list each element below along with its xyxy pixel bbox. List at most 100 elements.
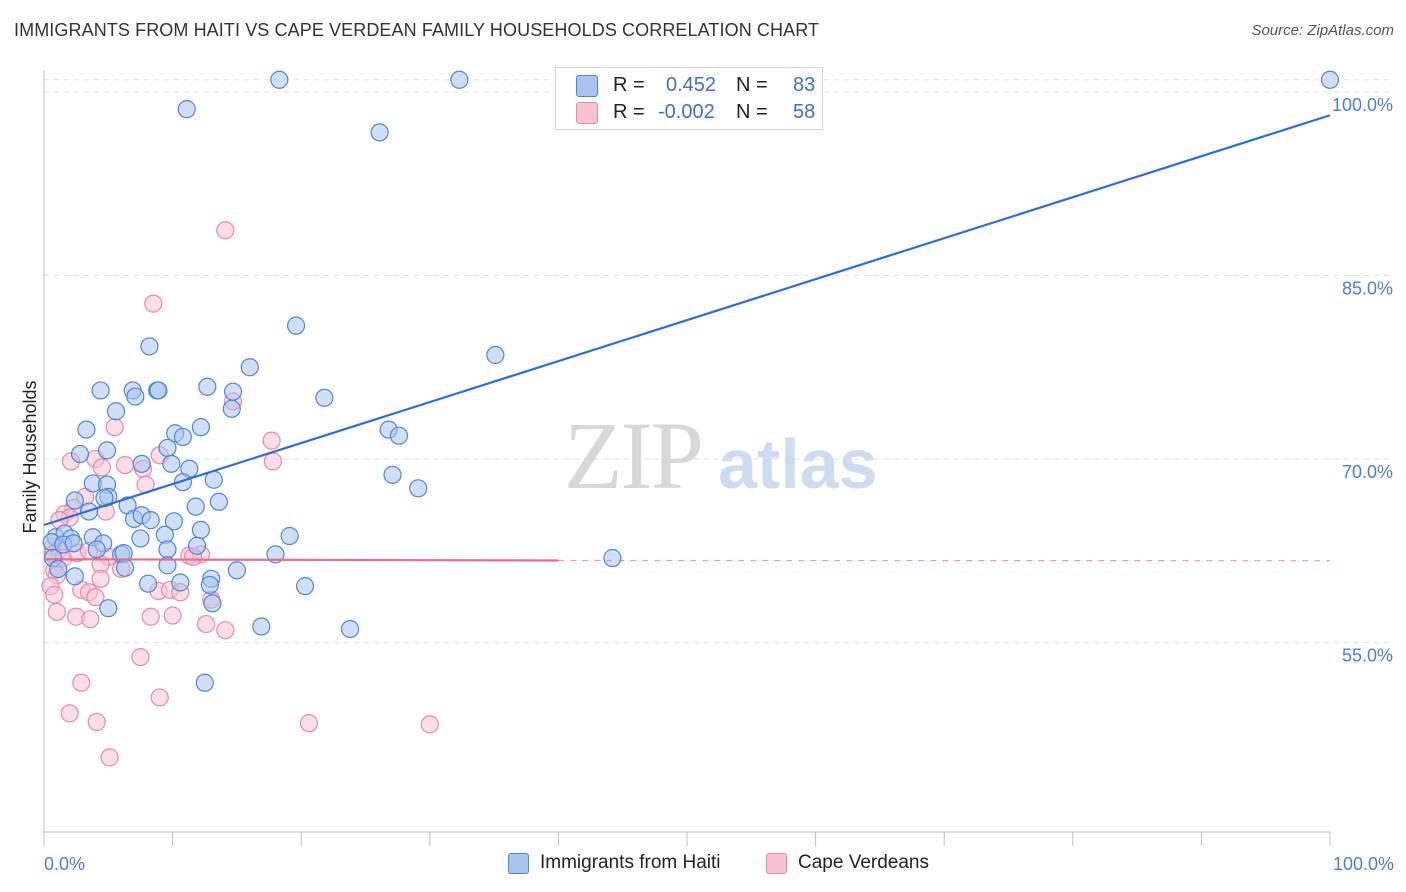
y-tick-label: 100.0%	[1332, 95, 1393, 115]
point-haiti	[177, 100, 196, 119]
point-haiti	[191, 520, 210, 539]
point-haiti	[49, 559, 68, 579]
point-haiti	[227, 561, 246, 580]
y-tick-label: 70.0%	[1342, 462, 1393, 482]
point-haiti	[77, 420, 96, 439]
point-cape-verdeans	[115, 455, 135, 475]
point-haiti	[286, 316, 306, 335]
point-haiti	[132, 454, 151, 473]
legend-label: Cape Verdeans	[798, 852, 929, 873]
point-haiti	[187, 536, 207, 555]
point-cape-verdeans	[216, 221, 235, 240]
watermark-atlas: atlas	[718, 425, 878, 503]
point-haiti	[173, 427, 192, 447]
point-cape-verdeans	[131, 647, 150, 667]
watermark-zip: ZIP	[564, 402, 702, 509]
trend-line-cape-verdeans	[43, 558, 559, 562]
point-haiti	[64, 534, 83, 553]
point-haiti	[140, 337, 159, 356]
point-haiti	[115, 558, 135, 577]
point-haiti	[252, 617, 271, 636]
trend-line-haiti	[43, 114, 1331, 527]
point-haiti	[65, 491, 84, 510]
point-cape-verdeans	[92, 458, 111, 477]
point-haiti	[126, 387, 145, 406]
point-cape-verdeans	[47, 602, 66, 621]
x-tick-label: 100.0%	[1333, 854, 1394, 874]
r-value: 0.452	[666, 74, 717, 96]
axis-layer	[43, 70, 1331, 846]
point-cape-verdeans	[263, 452, 283, 471]
point-haiti	[131, 529, 150, 548]
point-haiti	[450, 70, 469, 89]
point-haiti	[200, 575, 219, 595]
point-cape-verdeans	[72, 673, 91, 692]
point-haiti	[1320, 70, 1340, 89]
point-haiti	[240, 358, 259, 377]
n-label: N =	[736, 74, 768, 96]
point-haiti	[409, 479, 428, 498]
point-haiti	[340, 619, 360, 639]
point-haiti	[171, 573, 190, 592]
legend-label: Immigrants from Haiti	[540, 852, 721, 873]
point-haiti	[65, 567, 84, 586]
source-label: Source: ZipAtlas.com	[1251, 22, 1394, 39]
y-tick-label: 85.0%	[1342, 278, 1393, 298]
point-cape-verdeans	[87, 712, 106, 732]
r-label: R =	[613, 101, 645, 123]
labels-layer: 55.0% 70.0% 85.0% 100.0% 0.0% 100.0% Family Ho…	[20, 95, 1394, 874]
point-cape-verdeans	[144, 294, 163, 313]
n-value: 58	[793, 101, 816, 123]
point-haiti	[139, 574, 158, 593]
point-haiti	[383, 465, 402, 484]
point-haiti	[198, 377, 217, 396]
point-haiti	[203, 594, 222, 613]
swatch-pink	[576, 102, 598, 124]
point-haiti	[315, 388, 334, 407]
point-haiti	[195, 673, 214, 692]
point-cape-verdeans	[91, 569, 110, 588]
point-haiti	[223, 382, 243, 401]
point-cape-verdeans	[299, 714, 319, 733]
point-haiti	[158, 556, 177, 575]
point-haiti	[141, 511, 160, 530]
point-cape-verdeans	[60, 704, 79, 723]
point-haiti	[99, 599, 118, 618]
point-haiti	[486, 345, 505, 365]
series-immigrants-from-haiti	[42, 70, 1340, 692]
point-haiti	[158, 438, 177, 458]
stats-legend: R = 0.452 N = 83 R = -0.002 N = 58	[555, 67, 823, 130]
n-label: N =	[736, 101, 768, 123]
point-cape-verdeans	[105, 418, 124, 437]
point-haiti	[222, 399, 241, 418]
point-haiti	[209, 492, 228, 511]
point-haiti	[191, 418, 210, 437]
point-haiti	[162, 454, 181, 473]
point-haiti	[106, 402, 126, 421]
point-haiti	[603, 548, 622, 568]
point-cape-verdeans	[141, 607, 160, 626]
swatch-blue	[576, 75, 598, 97]
x-tick-label: 0.0%	[44, 854, 85, 874]
r-value: -0.002	[658, 101, 715, 123]
point-cape-verdeans	[100, 748, 119, 767]
point-cape-verdeans	[86, 588, 105, 607]
y-axis-title: Family Households	[20, 380, 40, 533]
point-haiti	[266, 545, 285, 564]
y-tick-label: 55.0%	[1342, 645, 1393, 665]
point-cape-verdeans	[163, 606, 182, 625]
point-haiti	[97, 441, 117, 460]
point-haiti	[158, 540, 177, 559]
trend-layer	[43, 114, 1331, 562]
point-haiti	[389, 426, 409, 445]
watermark: ZIP atlas	[564, 402, 878, 509]
chart-title: IMMIGRANTS FROM HAITI VS CAPE VERDEAN FA…	[14, 20, 820, 40]
swatch-blue	[508, 853, 529, 874]
point-haiti	[280, 526, 299, 546]
point-haiti	[173, 473, 192, 492]
swatch-pink	[766, 853, 787, 874]
n-value: 83	[793, 74, 816, 96]
point-cape-verdeans	[45, 585, 64, 604]
point-cape-verdeans	[262, 431, 281, 450]
